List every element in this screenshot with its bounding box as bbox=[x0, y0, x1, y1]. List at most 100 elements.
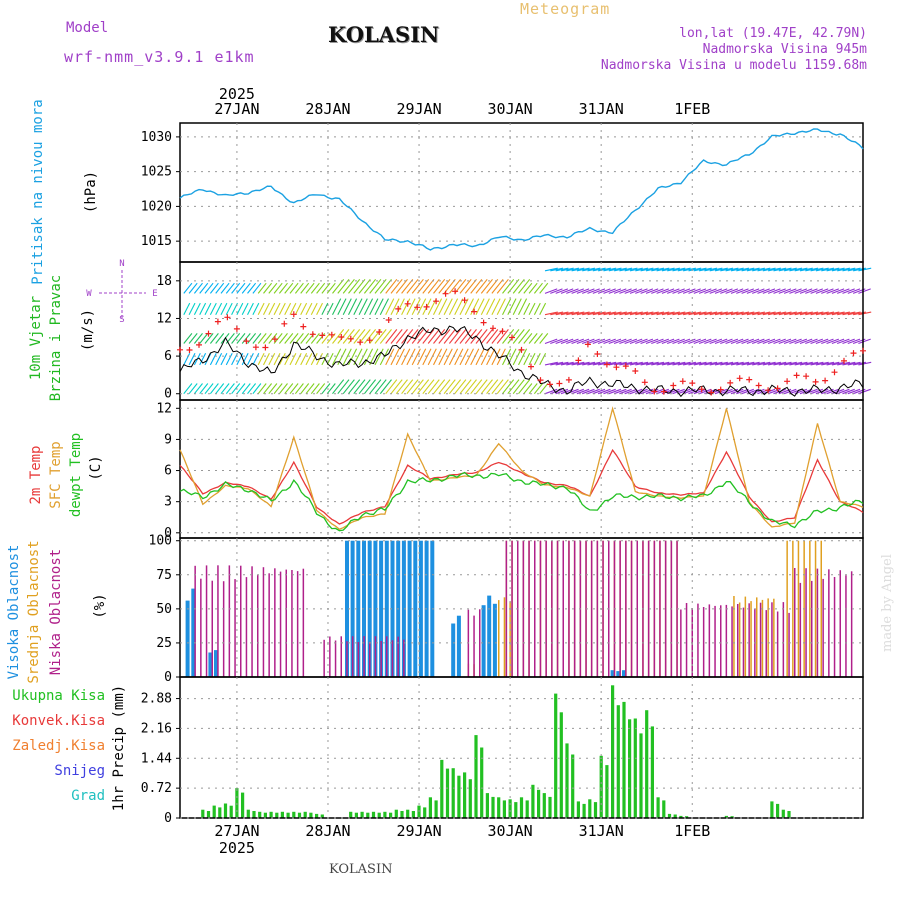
cloud-bar bbox=[214, 650, 218, 677]
precip-bar bbox=[366, 812, 370, 818]
wind-arrow bbox=[321, 383, 331, 395]
wind-arrow bbox=[693, 311, 707, 316]
wind-arrow bbox=[459, 329, 472, 344]
wind-arrow bbox=[592, 311, 606, 316]
precip-bar bbox=[685, 816, 689, 818]
cloud-bar bbox=[185, 600, 190, 677]
wind-arrow bbox=[582, 267, 596, 272]
wind-arrow bbox=[539, 333, 549, 344]
wind-arrow bbox=[342, 298, 352, 315]
wind-arrow bbox=[491, 278, 504, 294]
wind-arrow bbox=[220, 353, 228, 366]
wind-arrow bbox=[305, 383, 315, 395]
wind-arrow bbox=[778, 361, 792, 366]
cloud-bar bbox=[820, 540, 822, 677]
cloud-bar bbox=[771, 602, 773, 677]
wind-arrow bbox=[252, 302, 260, 315]
wind-arrow bbox=[810, 311, 824, 316]
wind-arrow bbox=[799, 288, 813, 294]
wind-arrow bbox=[193, 302, 201, 315]
cloud-bar bbox=[792, 540, 794, 677]
cloud-bar bbox=[373, 540, 378, 677]
wind-arrow bbox=[225, 353, 233, 366]
wind-arrow bbox=[672, 361, 686, 366]
wind-arrow bbox=[645, 361, 659, 366]
wind-arrow bbox=[300, 353, 308, 366]
wind-arrow bbox=[289, 302, 297, 315]
wind-arrow bbox=[395, 379, 408, 395]
wind-arrow bbox=[332, 379, 345, 395]
cloud-bar bbox=[556, 540, 559, 677]
wind-arrow bbox=[374, 278, 387, 294]
cloud-bar bbox=[761, 599, 764, 677]
precip-bar bbox=[588, 799, 592, 818]
wind-arrow bbox=[395, 298, 405, 315]
wind-arrow bbox=[736, 388, 749, 395]
wind-arrow bbox=[837, 388, 850, 395]
wind-arrow bbox=[379, 278, 392, 294]
precip-bar bbox=[474, 735, 478, 818]
wind-arrow bbox=[582, 311, 596, 316]
precip-bar bbox=[275, 812, 279, 818]
altitude-label: Nadmorska Visina 945m bbox=[702, 42, 867, 57]
cloud-bar bbox=[602, 540, 604, 677]
wind-arrow bbox=[645, 288, 659, 294]
cloud-bar bbox=[285, 569, 287, 677]
x-tick-label-top: 1FEB bbox=[674, 100, 710, 118]
wind-arrow bbox=[427, 329, 440, 344]
wind-gust-marker bbox=[594, 351, 601, 357]
wind-arrow bbox=[720, 288, 733, 294]
wind-arrow bbox=[433, 329, 446, 344]
wind-arrow bbox=[714, 361, 728, 366]
wind-gust-marker bbox=[290, 311, 297, 318]
wind-arrow bbox=[566, 267, 580, 272]
wind-arrow bbox=[263, 302, 270, 315]
precip-bar bbox=[770, 801, 774, 818]
wind-arrow bbox=[193, 282, 203, 294]
wind-arrow bbox=[757, 311, 771, 316]
wind-arrow bbox=[709, 338, 723, 345]
wind-arrow bbox=[278, 383, 288, 395]
wind-arrow bbox=[783, 338, 797, 345]
low-cloud-side-label: Niska Oblacnost bbox=[48, 549, 64, 675]
precip-bar bbox=[639, 733, 643, 818]
wind-arrow bbox=[597, 388, 611, 395]
wind-arrow bbox=[704, 361, 718, 366]
temperature-line bbox=[179, 471, 864, 532]
wind-arrow bbox=[704, 311, 718, 316]
compass-letter: W bbox=[86, 289, 92, 299]
wind-arrow bbox=[278, 302, 286, 315]
cloud-bar bbox=[767, 598, 769, 677]
cloud-bar bbox=[619, 540, 621, 677]
wind-arrow bbox=[799, 361, 813, 366]
wind-arrow bbox=[714, 288, 728, 294]
wind-arrow bbox=[624, 288, 638, 294]
wind-arrow bbox=[667, 311, 681, 316]
wind-arrow bbox=[805, 288, 818, 294]
cloud-bar bbox=[346, 641, 348, 677]
cloud-bar bbox=[386, 636, 388, 677]
wind-arrow bbox=[677, 288, 691, 294]
wind-arrow bbox=[438, 379, 451, 395]
wind-gust-marker bbox=[603, 361, 610, 368]
wind-arrow bbox=[284, 302, 292, 315]
wind-arrow bbox=[746, 267, 760, 272]
wind-arrow bbox=[608, 388, 622, 395]
wind-arrow bbox=[789, 311, 803, 316]
wind-arrow bbox=[805, 267, 819, 272]
cloud-bar bbox=[479, 609, 481, 677]
wind-arrow bbox=[672, 288, 685, 294]
panel-frame bbox=[179, 122, 864, 263]
wind-gust-marker bbox=[812, 378, 819, 385]
wind-arrow bbox=[459, 379, 472, 395]
wind-arrow bbox=[592, 288, 606, 294]
wind-arrow bbox=[730, 288, 744, 294]
wind-arrow bbox=[231, 282, 241, 294]
wind-arrow bbox=[560, 338, 574, 345]
wind-arrow bbox=[215, 282, 225, 294]
wind-arrow bbox=[698, 338, 712, 345]
wind-arrow bbox=[491, 298, 501, 315]
wind-arrow bbox=[720, 338, 733, 345]
wind-arrow bbox=[736, 338, 749, 345]
wind-arrow bbox=[459, 298, 469, 315]
